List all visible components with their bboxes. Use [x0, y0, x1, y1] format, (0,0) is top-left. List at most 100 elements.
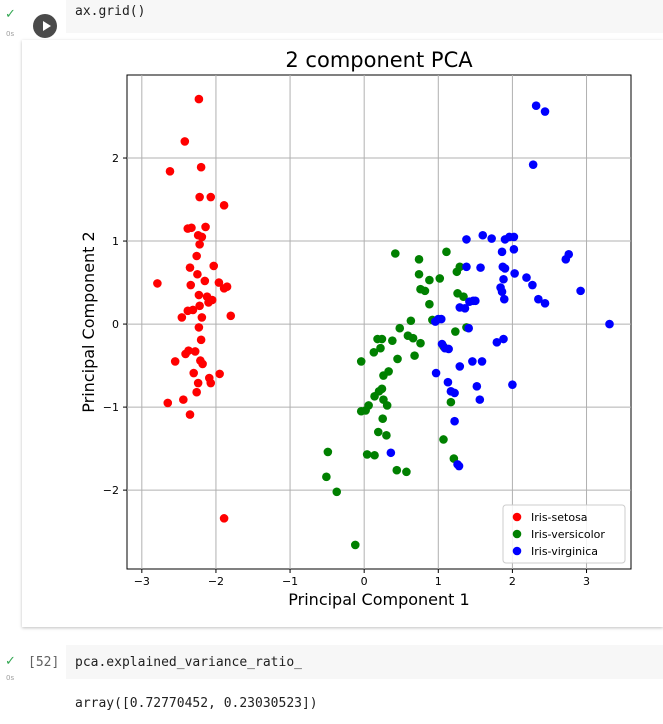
data-point-iris-setosa — [181, 349, 190, 359]
data-point-iris-versicolor — [425, 275, 434, 285]
y-tick-label: −1 — [103, 401, 119, 414]
data-point-iris-virginica — [444, 344, 453, 354]
data-point-iris-virginica — [436, 314, 446, 324]
data-point-iris-virginica — [468, 296, 478, 306]
data-point-iris-setosa — [196, 162, 206, 172]
data-point-iris-versicolor — [370, 450, 379, 460]
data-point-iris-versicolor — [369, 348, 379, 357]
y-tick-label: 2 — [112, 152, 119, 165]
data-point-iris-virginica — [561, 255, 571, 264]
data-point-iris-versicolor — [362, 450, 372, 459]
data-point-iris-setosa — [194, 94, 204, 104]
data-point-iris-virginica — [454, 461, 464, 471]
data-point-iris-setosa — [194, 290, 204, 300]
data-point-iris-versicolor — [410, 351, 419, 360]
data-point-iris-setosa — [190, 347, 200, 356]
check-icon: ✓ — [5, 7, 16, 22]
data-point-iris-setosa — [215, 369, 224, 379]
data-point-iris-setosa — [186, 280, 196, 290]
data-point-iris-setosa — [193, 378, 203, 388]
y-tick-label: −2 — [103, 484, 119, 497]
data-point-iris-setosa — [197, 232, 207, 242]
data-point-iris-versicolor — [322, 472, 331, 482]
data-point-iris-virginica — [531, 101, 541, 111]
data-point-iris-versicolor — [451, 327, 460, 336]
data-point-iris-virginica — [476, 263, 485, 272]
x-tick-label: 2 — [509, 575, 516, 588]
data-point-iris-versicolor — [408, 333, 418, 343]
data-point-iris-setosa — [192, 387, 201, 397]
data-point-iris-setosa — [194, 323, 204, 332]
data-point-iris-virginica — [500, 235, 510, 244]
data-point-iris-setosa — [204, 298, 213, 307]
code-cell-variance: ✓ 0s [52] pca.explained_variance_ratio_ … — [0, 645, 663, 724]
data-point-iris-versicolor — [370, 392, 379, 401]
data-point-iris-versicolor — [382, 431, 391, 440]
data-point-iris-versicolor — [376, 343, 385, 353]
data-point-iris-virginica — [522, 273, 531, 282]
data-point-iris-virginica — [455, 303, 465, 312]
legend-box — [502, 504, 626, 564]
legend-label: Iris-versicolor — [531, 528, 605, 541]
data-point-iris-versicolor — [388, 336, 397, 345]
data-point-iris-virginica — [528, 280, 537, 290]
data-point-iris-versicolor — [323, 447, 333, 457]
data-points — [153, 94, 614, 550]
data-point-iris-virginica — [540, 299, 550, 308]
data-point-iris-setosa — [206, 378, 216, 388]
data-point-iris-virginica — [497, 247, 507, 257]
data-point-iris-virginica — [468, 357, 477, 366]
data-point-iris-versicolor — [414, 255, 424, 264]
x-tick-label: −1 — [282, 575, 298, 588]
data-point-iris-virginica — [443, 377, 453, 387]
code-line: ax.grid() — [75, 4, 146, 19]
data-point-iris-virginica — [499, 294, 509, 304]
data-point-iris-virginica — [462, 235, 471, 244]
data-point-iris-setosa — [195, 192, 204, 202]
data-point-iris-versicolor — [378, 414, 388, 424]
data-point-iris-versicolor — [439, 435, 448, 444]
data-point-iris-setosa — [219, 514, 229, 523]
data-point-iris-versicolor — [442, 247, 451, 257]
data-point-iris-virginica — [462, 262, 471, 272]
data-point-iris-setosa — [197, 313, 207, 322]
x-tick-label: 1 — [435, 575, 442, 588]
data-point-iris-virginica — [450, 416, 459, 426]
data-point-iris-virginica — [534, 294, 543, 304]
data-point-iris-versicolor — [379, 371, 388, 380]
x-tick-label: −3 — [134, 575, 150, 588]
data-point-iris-setosa — [196, 335, 206, 345]
data-point-iris-virginica — [499, 274, 508, 284]
data-point-iris-virginica — [540, 107, 550, 116]
data-point-iris-versicolor — [392, 465, 402, 475]
data-point-iris-setosa — [185, 263, 195, 272]
data-point-iris-virginica — [509, 232, 519, 242]
data-point-iris-versicolor — [459, 292, 468, 301]
chart-title: 2 component PCA — [285, 48, 473, 72]
y-tick-label: 1 — [112, 235, 119, 248]
data-point-iris-versicolor — [395, 323, 405, 333]
data-point-iris-versicolor — [356, 357, 366, 366]
data-point-iris-virginica — [492, 338, 502, 347]
data-point-iris-versicolor — [350, 540, 360, 550]
data-point-iris-setosa — [165, 167, 175, 176]
data-point-iris-setosa — [189, 368, 199, 378]
data-point-iris-virginica — [450, 388, 459, 398]
execution-count: [52] — [28, 655, 60, 670]
x-tick-label: −2 — [208, 575, 224, 588]
data-point-iris-setosa — [201, 222, 210, 232]
data-point-iris-virginica — [605, 319, 614, 329]
data-point-iris-versicolor — [402, 467, 411, 477]
data-point-iris-setosa — [170, 357, 180, 366]
data-point-iris-versicolor — [391, 249, 400, 258]
data-point-iris-setosa — [179, 395, 188, 404]
legend-marker — [512, 512, 522, 522]
data-point-iris-virginica — [455, 362, 465, 371]
code-editor[interactable]: ax.grid() — [66, 0, 663, 33]
axis-ticks: −3 −2 −1 0 1 2 3 −2 −1 0 1 2 — [103, 152, 590, 588]
data-point-iris-setosa — [180, 137, 190, 146]
data-point-iris-virginica — [431, 368, 441, 378]
data-point-iris-setosa — [185, 410, 195, 419]
run-cell-button[interactable] — [33, 14, 57, 38]
code-editor[interactable]: pca.explained_variance_ratio_ — [66, 645, 663, 679]
